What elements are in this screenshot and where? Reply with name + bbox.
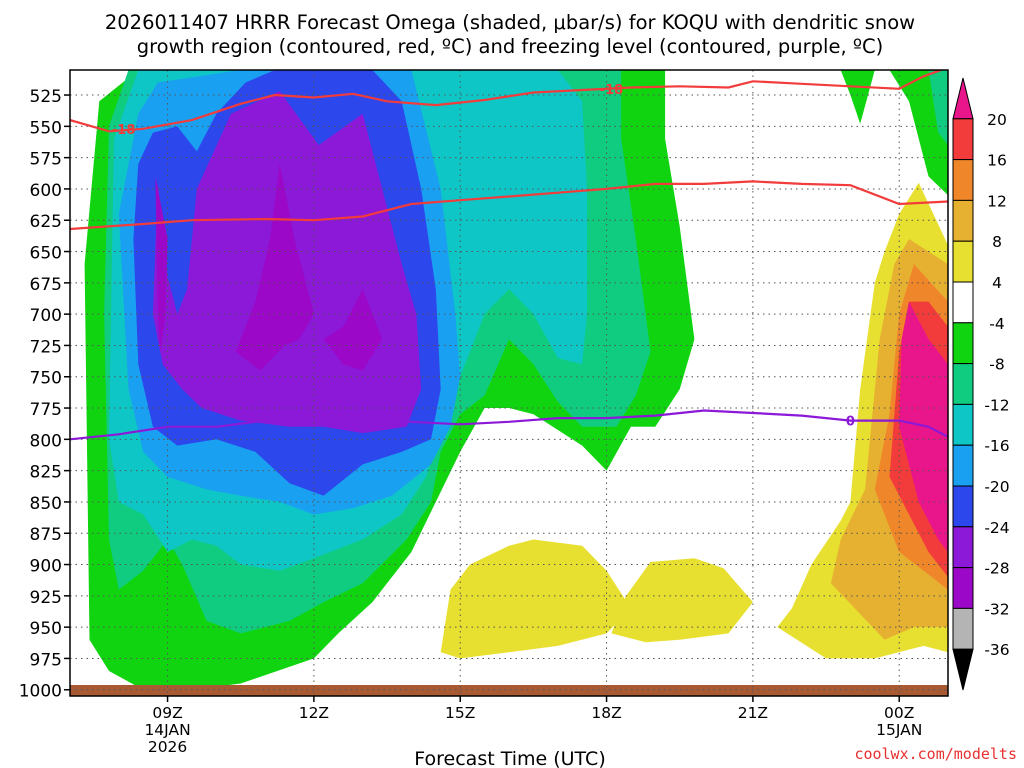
colorbar-swatch bbox=[952, 322, 974, 365]
y-tick-label: 950 bbox=[30, 619, 62, 639]
x-tick-label: 14JAN bbox=[144, 721, 190, 739]
x-tick-label: 15Z bbox=[445, 704, 475, 722]
omega-region-0-1 bbox=[860, 70, 948, 196]
omega-region-0-2 bbox=[840, 70, 875, 124]
y-tick-label: 725 bbox=[30, 337, 62, 357]
y-tick-label: 625 bbox=[30, 212, 62, 232]
ground-strip bbox=[70, 685, 948, 696]
colorbar-label: -12 bbox=[984, 396, 1009, 414]
colorbar-swatch bbox=[952, 444, 974, 487]
colorbar-label: -24 bbox=[984, 519, 1009, 537]
y-tick-label: 800 bbox=[30, 431, 62, 451]
credit-text: coolwx.com/modelts bbox=[854, 745, 1017, 763]
plot-frame bbox=[69, 69, 949, 697]
omega-region-7-0 bbox=[440, 539, 631, 659]
colorbar-swatch bbox=[952, 363, 974, 405]
colorbar-label: -32 bbox=[984, 600, 1009, 618]
x-tick-label: 2026 bbox=[148, 738, 187, 756]
colorbar-label: 8 bbox=[992, 233, 1002, 251]
colorbar-swatch bbox=[952, 199, 974, 242]
colorbar-top-triangle bbox=[952, 77, 974, 120]
x-tick-label: 09Z bbox=[152, 704, 182, 722]
contour-label-0-1: -18 bbox=[600, 83, 624, 98]
chart-title-line1: 2026011407 HRRR Forecast Omega (shaded, … bbox=[105, 11, 915, 34]
omega-region-6-2 bbox=[323, 289, 383, 371]
x-tick-label: 12Z bbox=[299, 704, 329, 722]
colorbar-swatch bbox=[952, 485, 974, 528]
x-tick-label: 15JAN bbox=[876, 721, 922, 739]
colorbar-swatch bbox=[952, 526, 974, 569]
y-tick-label: 750 bbox=[30, 369, 62, 389]
chart-title-line2: growth region (contoured, red, ºC) and f… bbox=[137, 35, 884, 58]
contour-label-2-0: 0 bbox=[846, 415, 855, 430]
y-tick-label: 600 bbox=[30, 181, 62, 201]
colorbar-swatch bbox=[952, 567, 974, 609]
colorbar-swatch bbox=[952, 607, 974, 650]
x-tick-label: 00Z bbox=[884, 704, 914, 722]
colorbar-label: -8 bbox=[989, 356, 1004, 374]
y-tick-label: 975 bbox=[30, 650, 62, 670]
colorbar-label: 16 bbox=[987, 152, 1007, 170]
y-tick-label: 825 bbox=[30, 463, 62, 483]
colorbar-label: 12 bbox=[987, 192, 1007, 210]
x-tick-label: 21Z bbox=[738, 704, 768, 722]
omega-region-6-1 bbox=[235, 163, 314, 371]
y-tick-label: 900 bbox=[30, 557, 62, 577]
colorbar-swatch bbox=[952, 118, 974, 161]
colorbar-label: -4 bbox=[989, 315, 1004, 333]
y-tick-label: 775 bbox=[30, 400, 62, 420]
y-tick-label: 850 bbox=[30, 494, 62, 514]
colorbar-label: 20 bbox=[987, 111, 1007, 129]
contour-line-2 bbox=[70, 409, 948, 441]
colorbar-label: -28 bbox=[984, 560, 1009, 578]
y-tick-label: 1000 bbox=[19, 682, 62, 702]
grid-lines bbox=[70, 70, 948, 696]
x-tick-label: 18Z bbox=[591, 704, 621, 722]
y-axis: 525 550 575 600 625 650 675 700 725 750 775 800 825 8… bbox=[19, 87, 70, 702]
omega-region-7-1 bbox=[611, 558, 753, 643]
colorbar-label: -36 bbox=[984, 641, 1009, 659]
colorbar-bottom-triangle bbox=[952, 648, 974, 691]
colorbar-swatch bbox=[952, 403, 974, 446]
y-tick-label: 650 bbox=[30, 244, 62, 264]
y-tick-label: 575 bbox=[30, 150, 62, 170]
y-tick-label: 875 bbox=[30, 525, 62, 545]
colorbar: 20 16 12 8 4 -4 -8 -12 -16 -20 -24 -28 -32 -36 bbox=[952, 77, 1010, 691]
contour-line-0 bbox=[70, 70, 945, 133]
temperature-contours: -18 -18 0 bbox=[70, 70, 948, 441]
colorbar-swatch bbox=[952, 159, 974, 201]
omega-shading bbox=[84, 70, 948, 690]
y-tick-label: 925 bbox=[30, 588, 62, 608]
y-tick-label: 550 bbox=[30, 118, 62, 138]
contour-line-1 bbox=[70, 180, 948, 231]
colorbar-swatch bbox=[952, 281, 974, 324]
y-tick-label: 525 bbox=[30, 87, 62, 107]
y-tick-label: 700 bbox=[30, 306, 62, 326]
omega-region-1-1 bbox=[928, 70, 948, 146]
contour-label-0-0: -18 bbox=[112, 123, 136, 138]
colorbar-swatch bbox=[952, 240, 974, 283]
colorbar-label: -20 bbox=[984, 478, 1009, 496]
y-tick-label: 675 bbox=[30, 275, 62, 295]
colorbar-label: 4 bbox=[992, 274, 1002, 292]
x-axis-label: Forecast Time (UTC) bbox=[414, 748, 605, 768]
colorbar-label: -16 bbox=[984, 437, 1009, 455]
